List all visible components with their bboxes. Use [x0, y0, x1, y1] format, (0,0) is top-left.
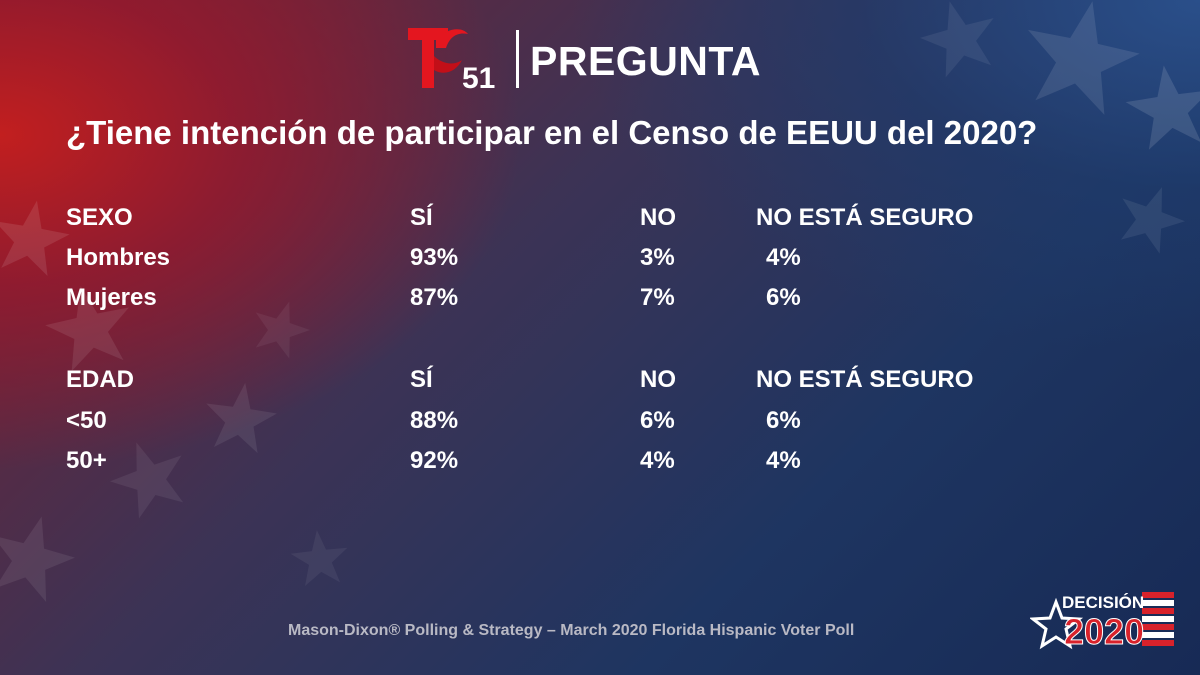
header-cell: NO — [640, 366, 676, 393]
source-footnote: Mason-Dixon® Polling & Strategy – March … — [288, 622, 855, 639]
header: 51 PREGUNTA — [406, 26, 806, 92]
logo-number: 51 — [462, 62, 495, 92]
table-header-row: EDAD SÍ NO NO ESTÁ SEGURO — [0, 362, 1200, 398]
row-label: 50+ — [66, 447, 107, 474]
table-row: Hombres 93% 3% 4% — [0, 240, 1200, 276]
cell-si: 92% — [410, 447, 459, 474]
cell-no-seguro: 4% — [766, 447, 801, 474]
header-cell: NO ESTÁ SEGURO — [756, 366, 974, 393]
cell-no: 3% — [640, 244, 675, 271]
header-cell: NO — [640, 204, 676, 231]
badge-bottom-text: 2020 — [1064, 611, 1144, 652]
table-row: Mujeres 87% 7% 6% — [0, 280, 1200, 316]
header-divider — [516, 30, 519, 88]
cell-si: 88% — [410, 407, 459, 434]
cell-no-seguro: 4% — [766, 244, 801, 271]
cell-no: 6% — [640, 407, 675, 434]
cell-no: 4% — [640, 447, 675, 474]
telemundo-logo-icon: 51 — [408, 28, 495, 92]
star-icon — [1121, 59, 1200, 153]
row-label: Hombres — [66, 244, 171, 271]
header-cell: NO ESTÁ SEGURO — [756, 204, 974, 231]
cell-no: 7% — [640, 284, 675, 311]
cell-no-seguro: 6% — [766, 407, 801, 434]
cell-si: 93% — [410, 244, 459, 271]
table-row: <50 88% 6% 6% — [0, 403, 1200, 439]
decision-2020-badge-icon: DECISIÓN 2020 — [1030, 592, 1174, 652]
badge-top-text: DECISIÓN — [1062, 593, 1144, 612]
cell-no-seguro: 6% — [766, 284, 801, 311]
page-title: PREGUNTA — [530, 38, 762, 84]
star-icon — [912, 0, 1006, 82]
header-cell: EDAD — [66, 366, 135, 393]
header-cell: SÍ — [410, 366, 433, 393]
star-icon — [0, 505, 84, 607]
star-icon — [288, 527, 351, 588]
table-row: 50+ 92% 4% 4% — [0, 443, 1200, 479]
header-cell: SEXO — [66, 204, 133, 231]
row-label: Mujeres — [66, 284, 157, 311]
question-text: ¿Tiene intención de participar en el Cen… — [66, 114, 1038, 151]
row-label: <50 — [66, 407, 107, 434]
table-header-row: SEXO SÍ NO NO ESTÁ SEGURO — [0, 200, 1200, 236]
star-icon — [1014, 0, 1149, 120]
header-cell: SÍ — [410, 204, 433, 231]
cell-si: 87% — [410, 284, 459, 311]
